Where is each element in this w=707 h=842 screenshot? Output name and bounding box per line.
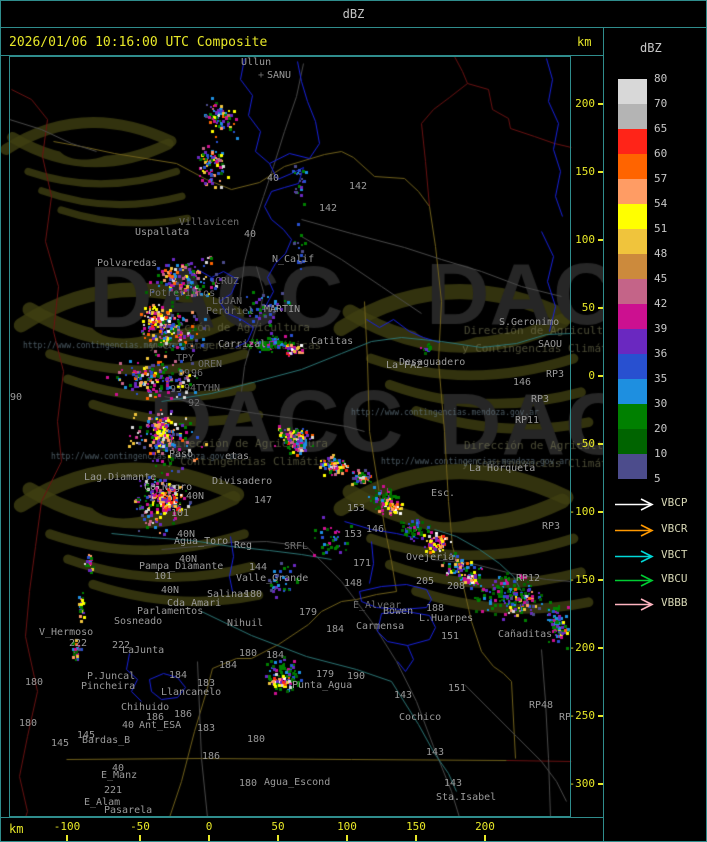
x-axis-tick-mark xyxy=(139,835,141,841)
x-axis-tick-mark xyxy=(415,835,417,841)
vbcu-arrow-icon xyxy=(615,574,654,587)
vbct-arrow-icon xyxy=(615,550,654,563)
y-axis-tick-label: 100 xyxy=(575,233,595,246)
legend-color-swatch xyxy=(618,79,647,104)
y-axis-tick-label: -150 xyxy=(568,573,596,586)
legend-color-swatch xyxy=(618,254,647,279)
x-axis-tick-label: 50 xyxy=(271,820,285,833)
y-axis-tick-label: -300 xyxy=(568,777,596,790)
y-axis-tick-mark xyxy=(598,647,603,649)
legend-arrow-label: VBCP xyxy=(661,496,688,509)
y-axis-unit-label: km xyxy=(577,35,592,49)
x-axis-tick-label: 150 xyxy=(406,820,426,833)
legend-arrow-label: VBCR xyxy=(661,522,688,535)
x-axis-unit-label: km xyxy=(9,822,24,836)
y-axis-tick-mark xyxy=(598,511,603,513)
y-axis-tick-mark xyxy=(598,171,603,173)
legend-color-swatch xyxy=(618,104,647,129)
legend-scale-label: 36 xyxy=(654,347,668,360)
legend-arrow-label: VBCT xyxy=(661,548,688,561)
legend-scale-label: 65 xyxy=(654,122,668,135)
x-axis-tick-mark xyxy=(277,835,279,841)
y-axis-tick-mark xyxy=(598,783,603,785)
panel-separator xyxy=(603,28,604,841)
y-axis-tick-label: 150 xyxy=(575,165,595,178)
x-axis-tick-mark xyxy=(66,835,68,841)
y-axis-tick-label: -250 xyxy=(568,709,596,722)
legend-arrow-row-vbcu: VBCU xyxy=(614,572,688,587)
legend-scale-label: 45 xyxy=(654,272,668,285)
legend-scale-label: 48 xyxy=(654,247,668,260)
y-axis-tick-mark xyxy=(598,103,603,105)
vbbb-arrow-icon xyxy=(615,598,654,611)
legend-scale-label: 5 xyxy=(654,472,661,485)
x-axis-tick-mark xyxy=(208,835,210,841)
legend-color-swatch xyxy=(618,379,647,404)
vbcp-arrow-icon xyxy=(615,498,654,511)
legend-color-swatch xyxy=(618,129,647,154)
legend-scale-label: 42 xyxy=(654,297,668,310)
legend-color-swatch xyxy=(618,204,647,229)
vbcr-arrow-icon xyxy=(615,524,654,537)
x-axis-tick-label: -100 xyxy=(53,820,81,833)
legend-scale-label: 35 xyxy=(654,372,668,385)
y-axis-tick-label: 200 xyxy=(575,97,595,110)
legend-scale-label: 30 xyxy=(654,397,668,410)
y-axis-tick-label: 50 xyxy=(581,301,595,314)
legend-title: dBZ xyxy=(640,41,662,55)
legend-color-swatch xyxy=(618,304,647,329)
legend-scale-label: 39 xyxy=(654,322,668,335)
legend-arrow-row-vbcp: VBCP xyxy=(614,496,688,511)
x-axis-tick-label: 0 xyxy=(205,820,213,833)
status-bar: 2026/01/06 10:16:00 UTC Composite km xyxy=(1,29,603,55)
y-axis-tick-label: -200 xyxy=(568,641,596,654)
timestamp-label: 2026/01/06 10:16:00 UTC Composite xyxy=(9,35,268,50)
window-title-bar: dBZ xyxy=(1,1,706,28)
x-axis-bar: km -100 -50 0 50 100 150 200 xyxy=(1,818,603,841)
legend-color-swatch xyxy=(618,404,647,429)
legend-scale-label: 60 xyxy=(654,147,668,160)
legend-color-swatch xyxy=(618,354,647,379)
x-axis-tick-mark xyxy=(484,835,486,841)
legend-scale-label: 10 xyxy=(654,447,668,460)
legend-scale-label: 20 xyxy=(654,422,668,435)
x-axis-tick-label: -50 xyxy=(130,820,150,833)
legend-scale-label: 57 xyxy=(654,172,668,185)
legend-scale-label: 80 xyxy=(654,72,668,85)
legend-scale-label: 54 xyxy=(654,197,668,210)
y-axis-tick-mark xyxy=(598,307,603,309)
legend-arrow-row-vbct: VBCT xyxy=(614,548,688,563)
legend-arrow-row-vbcr: VBCR xyxy=(614,522,688,537)
y-axis-tick-label: -50 xyxy=(575,437,595,450)
legend-color-swatch xyxy=(618,329,647,354)
legend-scale-label: 70 xyxy=(654,97,668,110)
legend-panel: dBZ 80 70 65 60 57 54 51 48 45 42 39 36 35 30 20 10 5 VB… xyxy=(604,29,706,841)
x-axis-tick-mark xyxy=(346,835,348,841)
divider-line xyxy=(1,55,603,56)
legend-color-swatch xyxy=(618,179,647,204)
y-axis-tick-mark xyxy=(598,239,603,241)
legend-color-swatch xyxy=(618,279,647,304)
legend-scale-label: 51 xyxy=(654,222,668,235)
x-axis-tick-label: 100 xyxy=(337,820,357,833)
x-axis-tick-label: 200 xyxy=(475,820,495,833)
y-axis-tick-mark xyxy=(598,715,603,717)
y-axis-tick-mark xyxy=(598,375,603,377)
legend-color-swatch xyxy=(618,229,647,254)
legend-color-swatch xyxy=(618,429,647,454)
y-axis-tick-label: -100 xyxy=(568,505,596,518)
legend-arrow-label: VBBB xyxy=(661,596,688,609)
y-axis-tick-label: 0 xyxy=(588,369,595,382)
legend-arrow-label: VBCU xyxy=(661,572,688,585)
divider-line xyxy=(1,817,603,818)
window-title: dBZ xyxy=(342,7,365,21)
y-axis-tick-mark xyxy=(598,579,603,581)
y-axis-tick-mark xyxy=(598,443,603,445)
legend-color-swatch xyxy=(618,454,647,479)
legend-arrow-row-vbbb: VBBB xyxy=(614,596,688,611)
legend-color-swatch xyxy=(618,154,647,179)
